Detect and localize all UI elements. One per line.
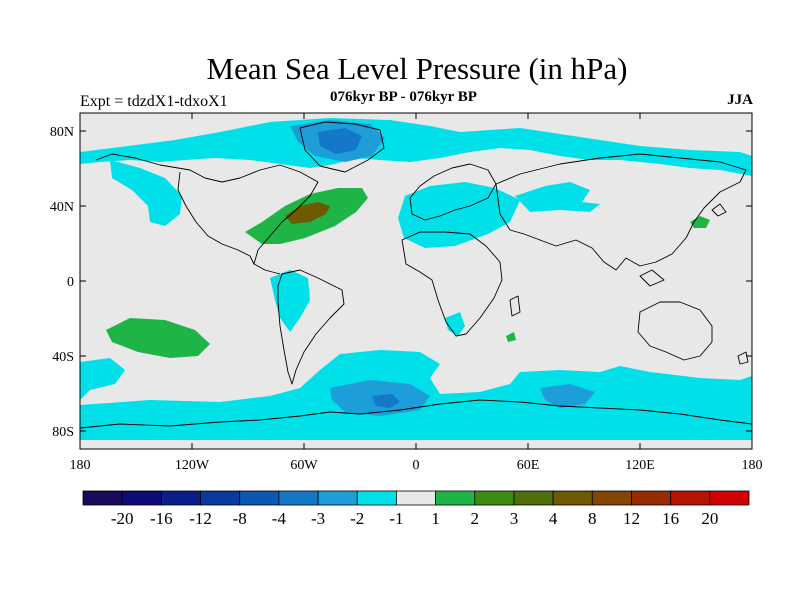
positive-anomaly-fields [106, 188, 710, 358]
lon-label-60e: 60E [517, 458, 540, 473]
lon-label-180e: 180 [742, 458, 763, 473]
colorbar-swatch [200, 490, 241, 506]
colorbar-label: -16 [150, 509, 173, 528]
lon-label-120w: 120W [175, 458, 210, 473]
colorbar-label: 3 [510, 509, 519, 528]
colorbar-swatch [474, 490, 515, 506]
colorbar-label: 12 [623, 509, 640, 528]
antarctic-low-core-2 [540, 384, 595, 408]
lon-label-120e: 120E [625, 458, 655, 473]
siberia-low [515, 182, 600, 212]
north-atlantic-high-core [285, 202, 330, 224]
antarctic-low-center [372, 394, 400, 408]
eurasia-low [398, 182, 520, 248]
colorbar-swatch [317, 490, 358, 506]
colorbar-swatch [396, 490, 436, 506]
greenland-coast [299, 121, 385, 173]
colorbar-swatch [552, 490, 593, 506]
indian-ocean-high [506, 332, 516, 342]
colorbar-swatch [435, 490, 476, 506]
colorbar-swatch [278, 490, 319, 506]
lat-label-80n: 80N [50, 125, 74, 140]
tropical-atlantic-low [270, 270, 310, 332]
colorbar-label: 20 [701, 509, 718, 528]
africa-coast [401, 231, 503, 337]
coastlines [80, 121, 752, 429]
south-pacific-high [106, 318, 210, 358]
colorbar-swatch [160, 490, 201, 506]
australia-coast [637, 301, 713, 361]
colorbar-swatch [591, 490, 632, 506]
colorbar-swatch [121, 490, 162, 506]
colorbar-label: -1 [389, 509, 403, 528]
season-label: JJA [727, 92, 753, 108]
latitude-axis: 80N 40N 0 40S 80S [50, 125, 752, 440]
colorbar-swatch [82, 490, 123, 506]
colorbar-swatch [709, 490, 750, 506]
colorbar-label: 4 [549, 509, 558, 528]
colorbar-swatch [356, 490, 397, 506]
arctic-low-region [80, 118, 752, 176]
experiment-label: Expt = tdzdX1-tdxoX1 [80, 93, 228, 110]
colorbar-label: -2 [350, 509, 364, 528]
colorbar-label: -8 [233, 509, 247, 528]
lat-label-40s: 40S [52, 350, 74, 365]
north-pacific-low [110, 160, 182, 226]
colorbar-label: 2 [471, 509, 480, 528]
antarctica-coast [80, 399, 752, 429]
colorbar-label: 1 [431, 509, 440, 528]
lat-label-0: 0 [67, 275, 74, 290]
colorbar-label: -20 [111, 509, 134, 528]
colorbar-swatch [513, 490, 554, 506]
north-america-coast [95, 153, 319, 275]
colorbar: -20 -16 -12 -8 -4 -3 -2 -1 1 2 3 4 8 12 16 20 [82, 490, 750, 528]
colorbar-label: -3 [311, 509, 325, 528]
lon-label-0: 0 [413, 458, 420, 473]
europe-coast [409, 163, 497, 221]
lat-label-40n: 40N [50, 200, 74, 215]
asia-coast [495, 153, 747, 271]
time-period-label: 076kyr BP - 076kyr BP [330, 89, 477, 105]
west-pacific-high [690, 216, 710, 228]
islands-coast [509, 203, 749, 365]
lon-label-60w: 60W [290, 458, 318, 473]
longitude-axis: 180 120W 60W 0 60E 120E 180 [70, 113, 763, 473]
map-plot-area [80, 113, 752, 449]
chart-title: Mean Sea Level Pressure (in hPa) [206, 51, 628, 86]
south-america-coast [277, 269, 345, 385]
colorbar-label: -12 [189, 509, 212, 528]
south-africa-low [445, 312, 465, 336]
colorbar-label: 16 [662, 509, 679, 528]
colorbar-swatch [631, 490, 672, 506]
colorbar-swatch [239, 490, 280, 506]
colorbar-label: -4 [272, 509, 287, 528]
lon-label-180w: 180 [70, 458, 91, 473]
greenland-low-center [318, 128, 362, 154]
colorbar-swatch [670, 490, 711, 506]
colorbar-label: 8 [588, 509, 597, 528]
lat-label-80s: 80S [52, 425, 74, 440]
negative-anomaly-fields [80, 118, 752, 440]
